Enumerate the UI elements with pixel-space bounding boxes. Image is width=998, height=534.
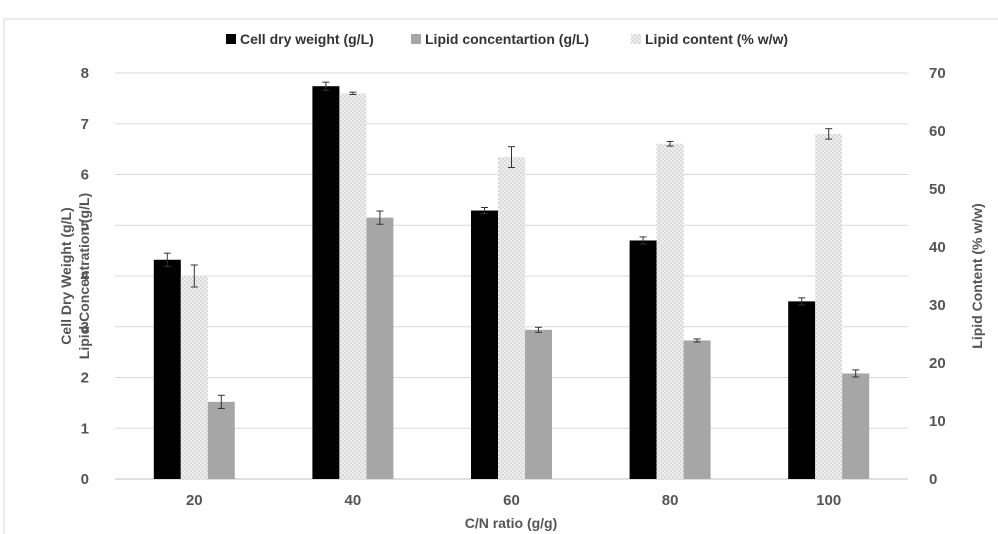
right-axis-ticks: 0 10 20 30 40 50 60 70 <box>929 65 946 488</box>
bar <box>815 133 843 479</box>
right-tick-label: 0 <box>929 471 937 488</box>
left-axis-title-line2: Lipid Concentration (g/L) <box>76 193 92 359</box>
x-tick-label: 60 <box>503 492 520 509</box>
left-tick-label: 4 <box>81 268 90 285</box>
error-bars <box>163 81 860 409</box>
legend-label: Cell dry weight (g/L) <box>240 31 374 47</box>
left-tick-label: 2 <box>81 370 89 387</box>
left-tick-label: 3 <box>81 319 89 336</box>
right-tick-label: 40 <box>929 239 946 256</box>
left-tick-label: 5 <box>81 217 89 234</box>
legend-label: Lipid content (% w/w) <box>645 31 788 47</box>
bar <box>312 86 340 479</box>
left-tick-label: 6 <box>81 167 89 184</box>
bar <box>525 329 552 479</box>
bar <box>180 276 208 479</box>
chart-border <box>3 18 998 534</box>
right-tick-label: 60 <box>929 123 946 140</box>
bar <box>207 401 235 479</box>
x-axis-title: C/N ratio (g/g) <box>465 515 558 531</box>
legend: Cell dry weight (g/L) Lipid concentartion… <box>226 31 788 47</box>
right-tick-label: 70 <box>929 65 946 82</box>
left-axis-ticks: 0 1 2 3 4 5 6 7 8 <box>81 65 90 488</box>
bars <box>153 86 870 480</box>
legend-label: Lipid concentartion (g/L) <box>425 31 589 47</box>
left-tick-label: 1 <box>81 420 89 437</box>
bar <box>153 259 181 479</box>
x-tick-label: 80 <box>662 492 679 509</box>
left-tick-label: 8 <box>81 65 89 82</box>
left-tick-label: 7 <box>81 116 89 133</box>
right-tick-label: 20 <box>929 355 946 372</box>
x-axis-ticks: 20 40 60 80 100 <box>186 492 841 509</box>
legend-swatch <box>631 34 641 44</box>
bar <box>339 93 367 480</box>
bar <box>498 157 525 479</box>
left-tick-label: 0 <box>81 471 89 488</box>
bar <box>629 240 657 479</box>
right-tick-label: 10 <box>929 413 946 430</box>
bar <box>842 373 870 479</box>
legend-swatch <box>411 34 421 44</box>
x-tick-label: 40 <box>345 492 362 509</box>
bar <box>366 217 394 479</box>
right-axis-title: Lipid Content (% w/w) <box>969 203 985 348</box>
right-tick-label: 30 <box>929 297 946 314</box>
bar <box>788 301 816 479</box>
bar <box>471 210 498 479</box>
x-tick-label: 100 <box>816 492 841 509</box>
left-axis-title-line1: Cell Dry Weight (g/L) <box>58 207 74 344</box>
bar <box>656 143 684 479</box>
right-tick-label: 50 <box>929 181 946 198</box>
legend-swatch <box>226 34 236 44</box>
bar <box>683 340 711 479</box>
x-tick-label: 20 <box>186 492 203 509</box>
